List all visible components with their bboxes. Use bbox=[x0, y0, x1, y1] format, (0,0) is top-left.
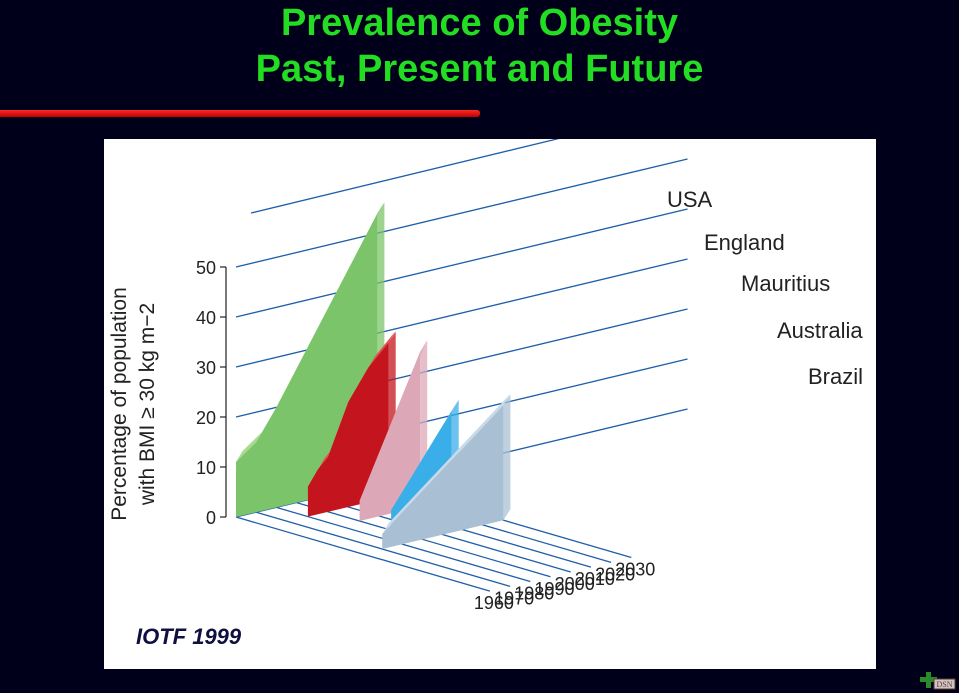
x-tick-label-1970: 1970 bbox=[494, 588, 534, 608]
y-tick-label-40: 40 bbox=[196, 308, 216, 328]
y-tick-label-30: 30 bbox=[196, 358, 216, 378]
x-tick-label-1980: 1980 bbox=[514, 584, 554, 604]
series-label-mauritius: Mauritius bbox=[741, 271, 830, 296]
ribbon-face-england bbox=[307, 342, 389, 517]
gridline-50 bbox=[235, 158, 688, 268]
floor-line-2000 bbox=[316, 497, 571, 573]
floor-line-1990 bbox=[296, 501, 551, 578]
slide-title: Prevalence of Obesity Past, Present and … bbox=[0, 0, 959, 92]
y-tick-label-10: 10 bbox=[196, 458, 216, 478]
ribbon-end-brazil bbox=[503, 394, 511, 521]
chart-panel: 0 10 20 30 40 50 Percentage of population with … bbox=[104, 139, 876, 669]
title-line-1: Prevalence of Obesity bbox=[280, 2, 679, 44]
x-tick-label-2010: 2010 bbox=[575, 569, 615, 589]
title-underline bbox=[0, 110, 480, 117]
series-label-england: England bbox=[704, 230, 785, 255]
x-tick-label-1990: 1990 bbox=[534, 579, 574, 599]
gridline-top bbox=[250, 139, 560, 214]
title-line-2: Past, Present and Future bbox=[255, 48, 704, 90]
gridline-30 bbox=[235, 258, 688, 368]
floor-line-1970 bbox=[256, 511, 511, 587]
gridline-40 bbox=[235, 208, 688, 318]
ribbon-face-mauritius bbox=[359, 351, 421, 521]
ribbon-top-brazil bbox=[382, 394, 510, 534]
series-label-usa: USA bbox=[667, 187, 713, 212]
x-tick-label-2030: 2030 bbox=[615, 560, 655, 580]
x-tick-label-2020: 2020 bbox=[595, 564, 635, 584]
x-tick-label-1960: 1960 bbox=[474, 593, 514, 613]
y-axis-label-line-1: Percentage of population bbox=[108, 287, 131, 521]
source-credit: IOTF 1999 bbox=[136, 624, 242, 649]
floor-line-1960 bbox=[235, 516, 491, 592]
y-tick-label-20: 20 bbox=[196, 408, 216, 428]
y-tick-label-0: 0 bbox=[206, 508, 216, 528]
x-tick-label-2000: 2000 bbox=[555, 574, 595, 594]
logo-text: DSN bbox=[936, 680, 952, 689]
series-label-brazil: Brazil bbox=[808, 364, 863, 389]
ribbon-face-brazil bbox=[382, 405, 504, 549]
series-label-australia: Australia bbox=[777, 318, 863, 343]
floor-line-1980 bbox=[276, 506, 531, 583]
logo-icon: DSN bbox=[920, 672, 956, 690]
y-axis-label-line-2: with BMI ≥ 30 kg m−2 bbox=[136, 303, 159, 506]
y-tick-label-50: 50 bbox=[196, 258, 216, 278]
ribbon-top-australia bbox=[391, 399, 459, 511]
